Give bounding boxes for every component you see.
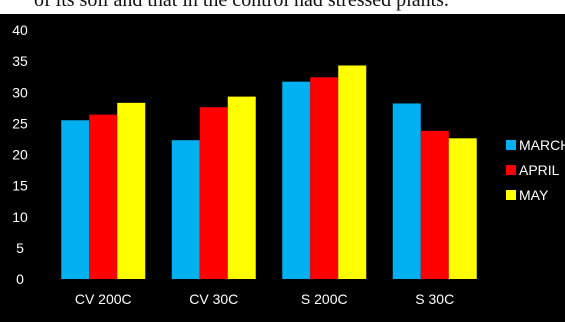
y-tick-label: 10	[12, 209, 28, 225]
bar	[89, 114, 118, 279]
bar	[420, 130, 449, 279]
bar	[310, 77, 339, 279]
y-tick-label: 15	[12, 178, 28, 194]
bar	[448, 138, 477, 279]
bar-chart: 0 5 10 15 20 25 30 35 40 CV 200C CV 30C S 200C S 30…	[0, 14, 565, 322]
cropped-caption-text: of its soil and that in the control had …	[34, 0, 449, 11]
y-tick-label: 30	[12, 84, 28, 100]
legend-label: MARCH	[519, 137, 565, 153]
legend: MARCH APRIL MAY	[506, 137, 565, 203]
x-tick-label: CV 200C	[75, 291, 132, 307]
y-tick-label: 35	[12, 53, 28, 69]
bar	[61, 120, 90, 279]
bar	[227, 96, 256, 279]
bar	[392, 103, 421, 279]
cropped-caption: of its soil and that in the control had …	[0, 0, 565, 14]
x-tick-label: CV 30C	[189, 291, 238, 307]
legend-swatch	[506, 165, 516, 175]
chart-canvas: 0 5 10 15 20 25 30 35 40 CV 200C CV 30C S 200C S 30…	[12, 22, 565, 307]
y-tick-label: 5	[16, 240, 24, 256]
bar	[338, 65, 367, 279]
y-tick-label: 25	[12, 115, 28, 131]
bar	[117, 102, 146, 280]
legend-swatch	[506, 190, 516, 200]
legend-swatch	[506, 140, 516, 150]
bar	[171, 140, 200, 279]
legend-label: MAY	[519, 187, 549, 203]
bars	[61, 65, 477, 280]
x-tick-label: S 200C	[301, 291, 348, 307]
legend-label: APRIL	[519, 162, 560, 178]
y-tick-label: 40	[12, 22, 28, 38]
x-axis: CV 200C CV 30C S 200C S 30C	[75, 291, 454, 307]
bar	[199, 107, 228, 279]
y-axis: 0 5 10 15 20 25 30 35 40	[12, 22, 28, 287]
x-tick-label: S 30C	[415, 291, 454, 307]
y-tick-label: 0	[16, 271, 24, 287]
y-tick-label: 20	[12, 147, 28, 163]
bar	[282, 81, 311, 279]
